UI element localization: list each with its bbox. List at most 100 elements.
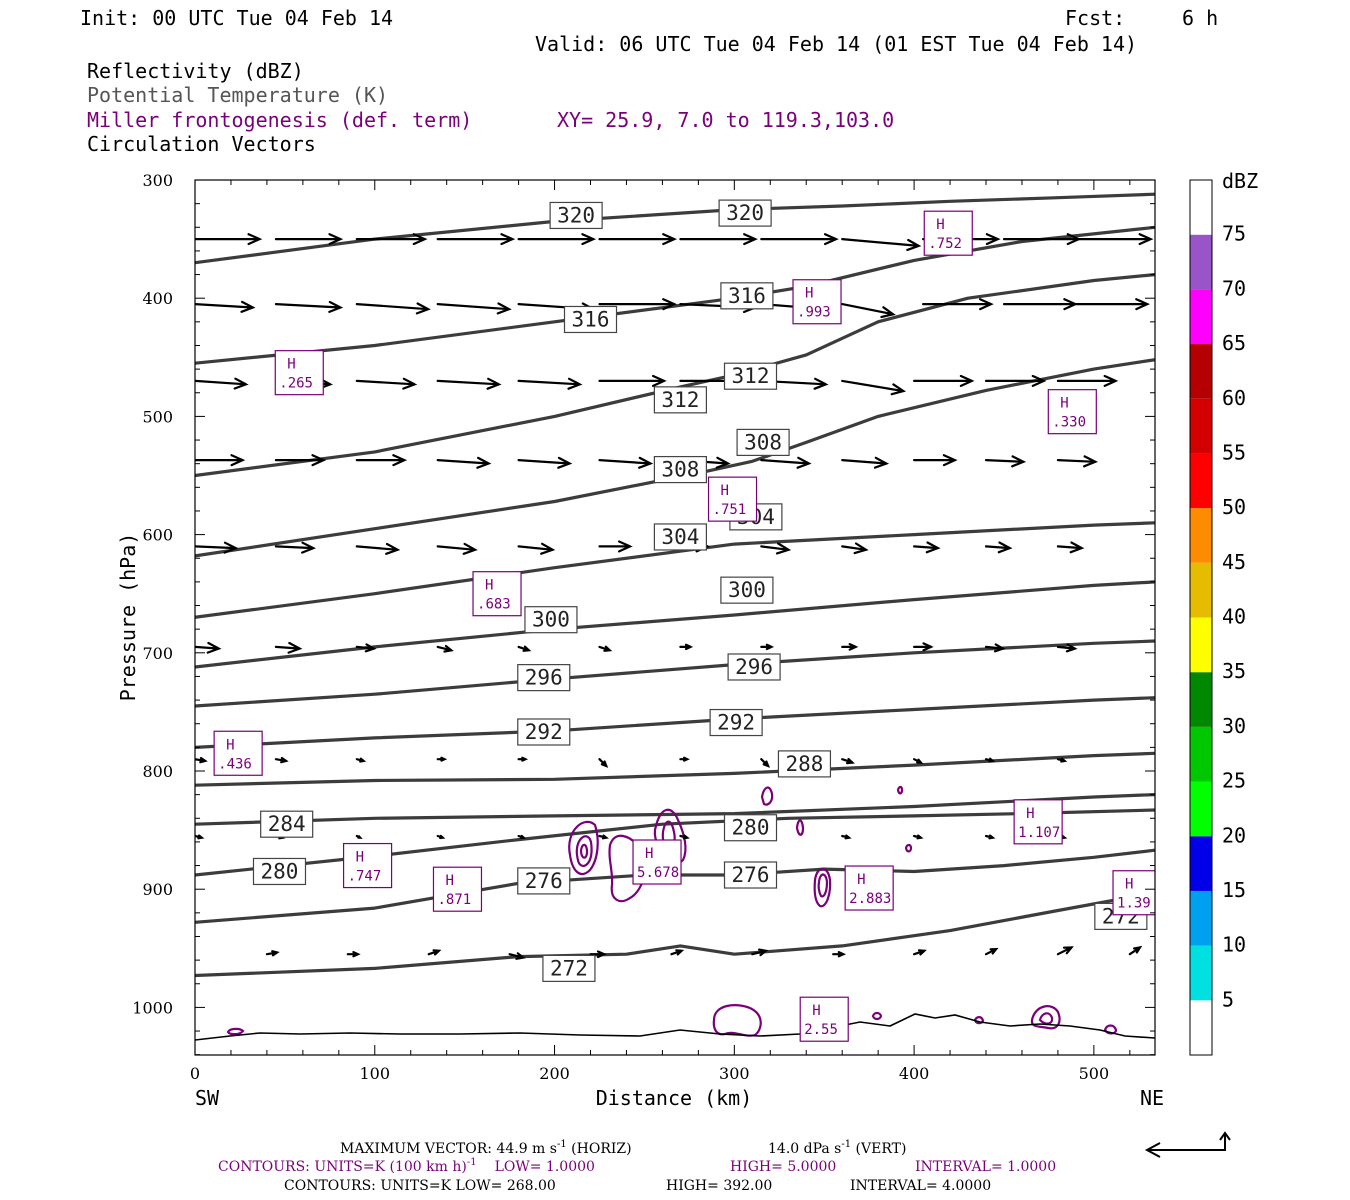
theta-label-text: 280 xyxy=(732,816,770,840)
theta-label-text: 316 xyxy=(572,307,610,331)
theta-label-312: 312 xyxy=(723,362,778,390)
theta-label-text: 320 xyxy=(557,203,595,227)
theta-label-296: 296 xyxy=(517,664,571,692)
fronto-max-value: 1.39 xyxy=(1117,896,1151,912)
xy-endpoints: XY= 25.9, 7.0 to 119.3,103.0 xyxy=(557,108,894,132)
colorbar-level-label: 20 xyxy=(1222,823,1246,847)
circulation-vector xyxy=(517,834,527,840)
fronto-max-box xyxy=(342,842,393,889)
theta-contour-272 xyxy=(195,891,1155,978)
theta-label-box xyxy=(709,708,763,737)
theta-contour-interval: INTERVAL= 4.0000 xyxy=(850,1178,991,1194)
circulation-vector xyxy=(274,641,303,654)
colorbar-level-label: 50 xyxy=(1222,495,1246,519)
theta-label-text: 288 xyxy=(785,752,823,776)
colorbar-segment xyxy=(1190,344,1212,399)
fronto-max-box xyxy=(472,571,522,617)
circulation-vector xyxy=(841,757,855,765)
fronto-contour xyxy=(871,1011,883,1021)
circulation-vector xyxy=(679,233,758,246)
theta-label-text: 300 xyxy=(728,578,766,602)
fronto-contour xyxy=(813,867,832,908)
circulation-vector xyxy=(670,949,685,956)
theta-label-text: 320 xyxy=(726,201,764,225)
fronto-max-box xyxy=(1013,799,1063,845)
colorbar-level-label: 65 xyxy=(1222,331,1246,355)
circulation-vector xyxy=(355,542,401,555)
circulation-vector xyxy=(913,642,934,652)
theta-label-box xyxy=(517,664,571,692)
colorbar-level-label: 70 xyxy=(1222,276,1246,300)
theta-contour-292 xyxy=(195,696,1155,749)
theta-label-box xyxy=(736,428,790,457)
theta-label-text: 276 xyxy=(525,869,563,893)
circulation-vector xyxy=(274,300,344,313)
theta-label-300: 300 xyxy=(720,576,774,604)
circulation-vector xyxy=(832,951,847,958)
circulation-vector xyxy=(598,540,633,553)
theta-label-text: 280 xyxy=(261,859,299,883)
fronto-max-label: H xyxy=(857,872,865,888)
fronto-max-label: H xyxy=(812,1003,820,1019)
colorbar-level-label: 45 xyxy=(1222,550,1246,574)
circulation-vector xyxy=(598,834,609,840)
theta-label-box xyxy=(720,282,774,310)
circulation-vector xyxy=(598,298,677,311)
theta-label-box xyxy=(542,954,596,982)
circulation-vector xyxy=(517,233,597,246)
circulation-vector xyxy=(760,233,839,246)
y-tick-label: 1000 xyxy=(132,998,173,1017)
theta-contour-320 xyxy=(195,192,1155,265)
fronto-max-value: 2.55 xyxy=(804,1022,838,1038)
fronto-max-value: .265 xyxy=(279,376,313,392)
colorbar-segment xyxy=(1190,234,1212,290)
circulation-vector xyxy=(195,454,246,467)
fronto-max-value: .752 xyxy=(928,236,962,252)
fronto-max-box xyxy=(923,210,973,256)
circulation-vector xyxy=(517,377,583,390)
colorbar-frame xyxy=(1189,179,1213,1056)
theta-label-box xyxy=(777,750,832,778)
fronto-max-label: H xyxy=(445,873,453,889)
circulation-vector xyxy=(984,757,996,763)
circulation-vector xyxy=(841,643,859,651)
colorbar-level-label: 10 xyxy=(1222,933,1246,957)
theta-label-288: 288 xyxy=(777,750,832,778)
colorbar-level-label: 60 xyxy=(1222,386,1246,410)
fronto-max-label: H xyxy=(226,737,234,753)
x-tick-label: 100 xyxy=(360,1064,391,1083)
fronto-max-2.55: H 2.55 xyxy=(799,996,849,1042)
theta-label-text: 300 xyxy=(532,608,570,632)
colorbar-segment xyxy=(1190,562,1212,618)
circulation-vector xyxy=(195,300,256,313)
circulation-vector xyxy=(841,542,869,555)
circulation-vector xyxy=(760,542,792,555)
valid-time: Valid: 06 UTC Tue 04 Feb 14 (01 EST Tue … xyxy=(535,32,1137,56)
forecast-hour: 6 h xyxy=(1182,6,1218,30)
fronto-max-value: .436 xyxy=(218,756,252,772)
theta-contour-info: CONTOURS: UNITS=K LOW= 268.00 xyxy=(284,1178,556,1194)
theta-contour-304 xyxy=(195,521,1155,619)
fronto-contour xyxy=(608,834,647,903)
theta-label-text: 316 xyxy=(728,284,766,308)
theta-label-316: 316 xyxy=(563,305,618,334)
fronto-max-box xyxy=(792,279,842,325)
circulation-vector xyxy=(355,643,377,653)
circulation-vector xyxy=(274,454,327,467)
colorbar-segment xyxy=(1190,453,1212,509)
circulation-vector xyxy=(751,948,769,957)
fronto-max-label: H xyxy=(356,850,364,866)
theta-label-box xyxy=(723,814,778,842)
circulation-vector xyxy=(1056,541,1085,554)
fronto-contour xyxy=(904,843,913,853)
fronto-max-value: .993 xyxy=(797,305,831,321)
fronto-max-label: H xyxy=(936,217,944,233)
fronto-max-value: .683 xyxy=(477,597,511,613)
colorbar-level-label: 5 xyxy=(1222,987,1234,1011)
terrain-line xyxy=(195,1013,1155,1041)
theta-label-312: 312 xyxy=(653,386,707,414)
fronto-contour xyxy=(817,873,829,898)
colorbar-segment xyxy=(1190,508,1212,563)
fronto-contour-high: HIGH= 5.0000 xyxy=(730,1159,836,1175)
y-tick-label: 500 xyxy=(142,407,173,426)
